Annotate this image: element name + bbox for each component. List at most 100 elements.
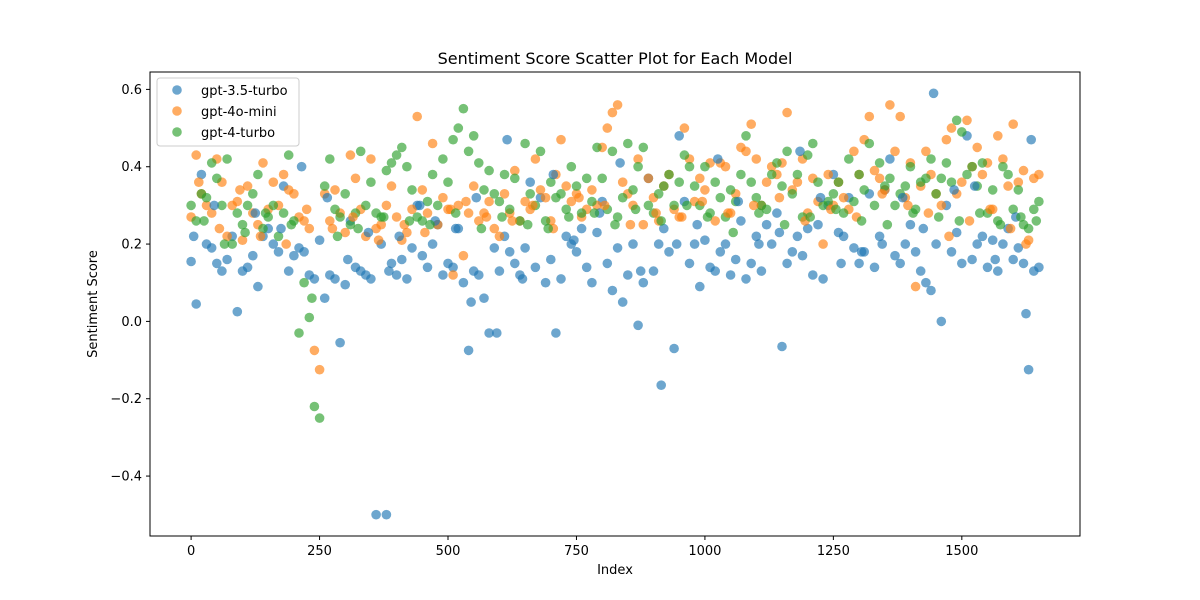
point-gpt-4-turbo xyxy=(610,219,620,230)
point-gpt-3-5-turbo xyxy=(479,293,489,304)
point-gpt-4-turbo xyxy=(921,173,931,184)
point-gpt-4-turbo xyxy=(715,192,726,203)
point-gpt-3-5-turbo xyxy=(623,270,633,280)
point-gpt-4o-mini xyxy=(325,216,335,226)
point-gpt-3-5-turbo xyxy=(713,154,723,164)
point-gpt-3-5-turbo xyxy=(774,227,785,238)
point-gpt-4o-mini xyxy=(964,216,975,226)
point-gpt-4-turbo xyxy=(828,189,839,199)
point-gpt-4o-mini xyxy=(599,200,610,211)
point-gpt-4-turbo xyxy=(874,158,885,168)
point-gpt-4o-mini xyxy=(1008,119,1018,129)
point-gpt-4-turbo xyxy=(885,173,895,184)
point-gpt-3-5-turbo xyxy=(671,239,682,249)
point-gpt-4o-mini xyxy=(761,177,772,187)
point-gpt-4-turbo xyxy=(494,196,505,207)
point-gpt-3-5-turbo xyxy=(936,316,947,327)
point-gpt-3-5-turbo xyxy=(397,254,407,265)
point-gpt-4o-mini xyxy=(818,239,828,249)
point-gpt-4-turbo xyxy=(422,196,433,207)
point-gpt-3-5-turbo xyxy=(792,231,803,242)
point-gpt-3-5-turbo xyxy=(741,274,751,284)
point-gpt-3-5-turbo xyxy=(949,185,959,195)
point-gpt-4-turbo xyxy=(307,293,317,304)
point-gpt-4-turbo xyxy=(242,200,253,211)
point-gpt-3-5-turbo xyxy=(474,270,484,280)
point-gpt-4-turbo xyxy=(802,150,813,160)
point-gpt-4-turbo xyxy=(240,227,250,238)
point-gpt-3-5-turbo xyxy=(587,277,597,288)
point-gpt-4-turbo xyxy=(366,177,376,187)
point-gpt-4-turbo xyxy=(309,401,320,412)
point-gpt-4-turbo xyxy=(710,177,720,187)
point-gpt-4-turbo xyxy=(617,192,628,203)
y-tick-label: −0.4 xyxy=(110,470,142,485)
point-gpt-4-turbo xyxy=(458,103,469,114)
point-gpt-3-5-turbo xyxy=(656,380,666,391)
point-gpt-4-turbo xyxy=(453,123,464,133)
point-gpt-4-turbo xyxy=(484,165,494,176)
point-gpt-3-5-turbo xyxy=(612,243,623,253)
point-gpt-3-5-turbo xyxy=(209,200,219,211)
point-gpt-4-turbo xyxy=(623,138,633,149)
point-gpt-4-turbo xyxy=(432,200,443,211)
point-gpt-3-5-turbo xyxy=(692,219,702,230)
point-gpt-3-5-turbo xyxy=(849,243,859,253)
point-gpt-4-turbo xyxy=(987,185,998,195)
point-gpt-3-5-turbo xyxy=(969,181,980,191)
point-gpt-4o-mini xyxy=(612,100,623,110)
point-gpt-3-5-turbo xyxy=(386,258,397,269)
point-gpt-3-5-turbo xyxy=(674,131,684,141)
point-gpt-4o-mini xyxy=(1003,181,1013,191)
plot-frame xyxy=(149,71,1081,537)
point-gpt-3-5-turbo xyxy=(391,270,402,280)
y-tick-label: 0.6 xyxy=(121,83,142,98)
point-gpt-3-5-turbo xyxy=(689,239,700,249)
point-gpt-3-5-turbo xyxy=(897,192,908,203)
point-gpt-4-turbo xyxy=(905,161,916,172)
point-gpt-3-5-turbo xyxy=(196,169,207,180)
point-gpt-4o-mini xyxy=(617,177,628,187)
point-gpt-4o-mini xyxy=(458,250,469,261)
point-gpt-4-turbo xyxy=(869,200,880,211)
point-gpt-3-5-turbo xyxy=(335,337,345,348)
point-gpt-4-turbo xyxy=(607,146,618,157)
point-gpt-4-turbo xyxy=(766,169,777,180)
x-tick-label: 1500 xyxy=(945,544,978,559)
y-tick-label: 0.4 xyxy=(121,160,142,175)
point-gpt-3-5-turbo xyxy=(1021,308,1031,319)
point-gpt-4-turbo xyxy=(782,146,792,157)
point-gpt-4-turbo xyxy=(941,158,952,168)
point-gpt-4-turbo xyxy=(957,127,967,137)
point-gpt-3-5-turbo xyxy=(1023,364,1034,375)
point-gpt-3-5-turbo xyxy=(489,243,500,253)
point-gpt-4-turbo xyxy=(489,189,500,199)
point-gpt-3-5-turbo xyxy=(928,88,939,99)
point-gpt-3-5-turbo xyxy=(700,235,710,245)
point-gpt-4o-mini xyxy=(972,142,982,153)
point-gpt-4-turbo xyxy=(844,154,854,164)
point-gpt-3-5-turbo xyxy=(494,266,505,276)
point-gpt-4o-mini xyxy=(422,208,433,218)
point-gpt-3-5-turbo xyxy=(617,297,628,307)
legend-label-gpt-4-turbo: gpt-4-turbo xyxy=(201,126,275,141)
point-gpt-4-turbo xyxy=(438,154,448,164)
point-gpt-3-5-turbo xyxy=(340,279,351,290)
point-gpt-3-5-turbo xyxy=(761,219,772,230)
point-gpt-4o-mini xyxy=(556,134,566,145)
point-gpt-4-turbo xyxy=(931,189,941,199)
point-gpt-4-turbo xyxy=(962,169,972,180)
point-gpt-4o-mini xyxy=(566,196,577,207)
point-gpt-4o-mini xyxy=(869,165,880,176)
point-gpt-3-5-turbo xyxy=(946,247,957,257)
point-gpt-4-turbo xyxy=(1008,204,1018,215)
point-gpt-4-turbo xyxy=(653,189,664,199)
point-gpt-4-turbo xyxy=(330,204,340,215)
point-gpt-4o-mini xyxy=(345,150,356,160)
point-gpt-4-turbo xyxy=(222,154,232,164)
point-gpt-4o-mini xyxy=(895,111,905,122)
point-gpt-4-turbo xyxy=(831,204,841,215)
point-gpt-4o-mini xyxy=(695,173,705,184)
point-gpt-3-5-turbo xyxy=(283,266,294,276)
legend-marker-gpt-4-turbo xyxy=(172,127,182,137)
